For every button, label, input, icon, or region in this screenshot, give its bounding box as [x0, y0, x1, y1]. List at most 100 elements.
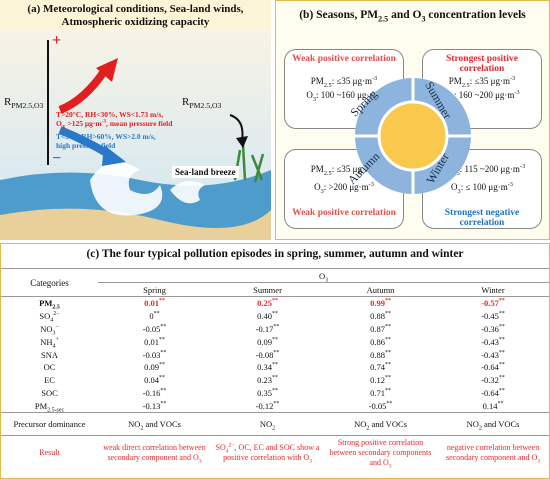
supscript: **	[384, 324, 391, 331]
text-run: -0.05	[142, 323, 161, 334]
minus-sign: −	[52, 150, 62, 167]
subscript: 4	[52, 343, 56, 350]
header-cell: Summer	[253, 284, 282, 295]
table-cell: -0.13**	[98, 399, 211, 412]
table-cell: 0.88**	[324, 310, 437, 323]
table-cell: -0.12**	[211, 399, 324, 412]
table-cell: 0.01**	[98, 295, 211, 310]
supscript: **	[160, 349, 167, 356]
table-cell: 0.34**	[211, 361, 324, 374]
text-run: 0.09	[144, 362, 159, 373]
table-cell: -0.08**	[211, 348, 324, 361]
text-run: -0.45	[481, 311, 499, 322]
text-run: : >200 μg·m	[323, 182, 369, 192]
text-run: weak direct correlation between secondar…	[103, 443, 206, 463]
supscript: **	[273, 324, 280, 331]
supscript: -3	[371, 75, 378, 82]
correlation-label: Weak positive correlation	[292, 208, 396, 218]
season-wheel	[352, 75, 474, 197]
text-run: R	[182, 96, 190, 108]
subscript: 4	[225, 448, 229, 455]
pm-range: PM2.5: ≤35 μg·m-3	[423, 75, 541, 88]
subscript: 2.5-sec	[47, 407, 65, 414]
supscript: **	[384, 388, 391, 395]
text-run: 0.86	[370, 336, 385, 347]
text-run: concentration levels	[425, 9, 526, 21]
text-run: O	[451, 182, 458, 192]
supscript: -3	[507, 181, 513, 188]
data-row: NH4+ 0.01** 0.09** 0.86** -0.43**	[1, 335, 549, 350]
table-cell: 0.74**	[324, 361, 437, 374]
supscript: **	[498, 298, 505, 305]
supscript: **	[158, 336, 165, 343]
subscript: 3	[388, 463, 392, 470]
text-run: -0.12	[255, 400, 274, 411]
supscript: −	[55, 324, 59, 331]
subscript: 2	[366, 425, 370, 432]
table-cell: NO2 and VOCs	[98, 412, 211, 436]
table-cell: -0.36**	[437, 323, 549, 336]
table-cell: NO2 and VOCs	[437, 412, 550, 436]
text-run: PM	[34, 400, 48, 411]
supscript: 2−	[53, 311, 60, 318]
header-cell: Autumn	[366, 284, 395, 295]
supscript: **	[497, 400, 504, 407]
table-cell: 0.09**	[211, 335, 324, 348]
text-run: -0.36	[481, 323, 499, 334]
subscript: 2	[140, 425, 144, 432]
supscript: -3	[368, 181, 374, 188]
plus-sign: +	[52, 32, 62, 49]
table-cell: -0.64**	[437, 361, 549, 374]
table-cell: -0.03**	[98, 348, 211, 361]
text-run: : ≤35 μg·m	[331, 76, 372, 86]
text-run: Strong positive correlation between seco…	[329, 438, 432, 468]
correlation-label: Weak positive correlation	[292, 54, 396, 64]
panel-c: (c) The four typical pollution episodes …	[0, 243, 550, 479]
table-cell: 0.40**	[211, 310, 324, 323]
supscript: **	[271, 336, 278, 343]
supscript: **	[271, 298, 278, 305]
table-cell: 0.71**	[324, 387, 437, 400]
table-cell: 0.99**	[324, 295, 437, 310]
r-label: RPM2.5,O3	[182, 96, 222, 111]
header-row: Categories O3	[1, 268, 550, 297]
supscript: **	[158, 375, 165, 382]
text-run: -0.32	[481, 375, 499, 386]
text-run: -0.16	[142, 387, 161, 398]
table-cell: 0.87**	[324, 323, 437, 336]
text-run: SO	[39, 311, 51, 322]
text-run: NO	[259, 419, 273, 430]
text-run: 0.34	[257, 362, 272, 373]
text-run: -0.57	[481, 298, 499, 309]
table-cell: 0.35**	[211, 387, 324, 400]
supscript: **	[271, 375, 278, 382]
header-cell: Spring	[143, 284, 166, 295]
supscript: **	[384, 349, 391, 356]
text-run: 0.12	[370, 375, 385, 386]
subscript: 3	[457, 187, 461, 195]
text-run: >125 μg·m	[65, 119, 102, 128]
text-run: and O	[388, 9, 422, 21]
row-label: SOC	[41, 387, 58, 398]
supscript: **	[498, 388, 505, 395]
text-run: 0.88	[370, 311, 385, 322]
data-row: SO42− 0** 0.40** 0.88** -0.45**	[1, 310, 549, 324]
o3-range: O3: >200 μg·m-3	[285, 181, 403, 194]
text-run: : ≤35 μg·m	[469, 76, 510, 86]
row-label: SNA	[40, 349, 58, 360]
text-run: : 100 ~160 μg·m	[315, 90, 377, 100]
subscript: 3	[537, 458, 541, 465]
header-row: Spring Summer Autumn Winter	[1, 283, 549, 297]
text-run: NH	[40, 336, 53, 347]
table-cell: -0.64**	[437, 387, 549, 400]
warm-conditions: T>20°C, RH<30%, WS<1.73 m/s,	[56, 110, 164, 119]
text-run: (b) Seasons, PM	[299, 9, 379, 21]
text-run: PM	[39, 298, 53, 309]
subscript: 2	[272, 425, 276, 432]
supscript: **	[160, 388, 167, 395]
subscript: PM2.5,O3	[189, 101, 222, 111]
text-run: 0.88	[370, 349, 385, 360]
text-run: PM	[310, 76, 324, 86]
row-label: PM2.5-sec	[1, 399, 98, 414]
